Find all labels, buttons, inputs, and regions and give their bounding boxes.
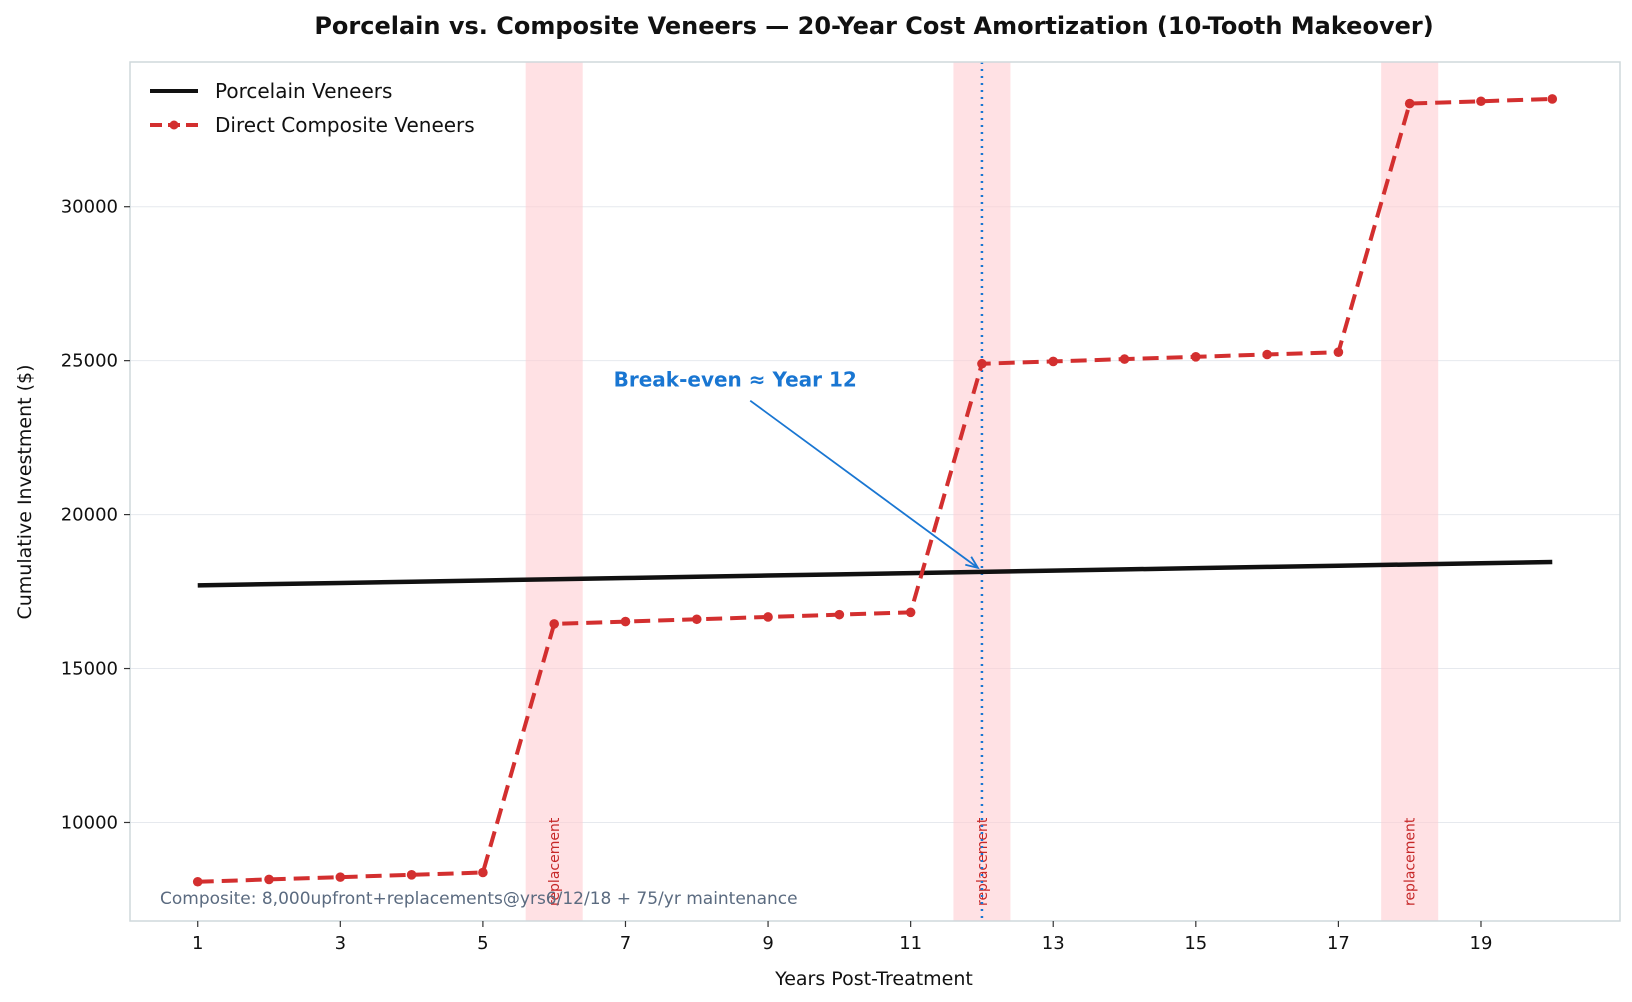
x-tick-label: 13 [1042,933,1065,954]
data-point-composite [1333,347,1344,357]
legend: Porcelain Veneers Direct Composite Venee… [150,79,475,137]
data-point-composite [763,612,773,622]
break-even-arrow [749,399,979,569]
data-point-composite [1262,349,1272,360]
data-point-composite [977,358,987,369]
series-lines [192,94,1558,887]
x-axis-label: Years Post-Treatment [774,968,973,990]
chart-footnote: Composite: 8,000upfront+replacements@yrs… [160,889,798,909]
break-even-label: Break-even ≈ Year 12 [614,368,857,392]
data-point-composite [1048,356,1059,367]
replacement-label: replacement [1403,817,1419,906]
data-point-composite [1191,352,1201,362]
y-tick-label: 10000 [61,812,118,833]
y-tick-label: 30000 [61,197,118,218]
series-line-composite [197,96,1553,884]
data-point-composite [1476,96,1486,107]
x-tick-label: 7 [620,933,631,954]
legend-marker-composite [169,120,179,130]
annotations: Break-even ≈ Year 12 [614,368,980,570]
series-line-porcelain [197,559,1553,588]
data-point-composite [905,607,916,618]
chart-title: Porcelain vs. Composite Veneers — 20-Yea… [314,12,1433,40]
data-point-composite [1119,354,1130,364]
data-point-composite [406,870,417,880]
x-tick-label: 1 [192,933,203,954]
data-point-composite [1404,98,1415,109]
x-tick-label: 15 [1184,933,1207,954]
plot-frame [129,61,1621,922]
data-point-composite [335,872,346,882]
legend-label-composite: Direct Composite Veneers [215,113,475,137]
replacement-band [525,62,583,921]
data-point-composite [691,614,702,625]
y-tick-label: 15000 [61,659,118,680]
x-tick-label: 17 [1327,933,1350,954]
x-tick-label: 3 [335,933,346,954]
replacement-band [953,62,1011,921]
replacement-band [1381,62,1439,921]
data-point-composite [620,616,631,627]
x-tick-label: 11 [899,933,922,954]
gridlines [130,206,1620,823]
data-point-composite [264,874,274,885]
y-tick-label: 25000 [61,351,118,372]
legend-label-porcelain: Porcelain Veneers [215,79,392,103]
data-point-composite [549,619,559,629]
data-point-composite [834,609,845,620]
replacement-label: replacement [547,817,563,906]
break-even-arrowhead [965,556,980,570]
data-point-composite [478,867,488,878]
y-axis-label: Cumulative Investment ($) [14,364,36,619]
data-point-composite [192,876,203,887]
x-tick-label: 5 [477,933,488,954]
data-point-composite [1547,94,1558,104]
x-tick-label: 9 [762,933,773,954]
replacement-bands: replacementreplacementreplacement [525,62,1439,921]
x-tick-label: 19 [1470,933,1493,954]
y-tick-label: 20000 [61,505,118,526]
